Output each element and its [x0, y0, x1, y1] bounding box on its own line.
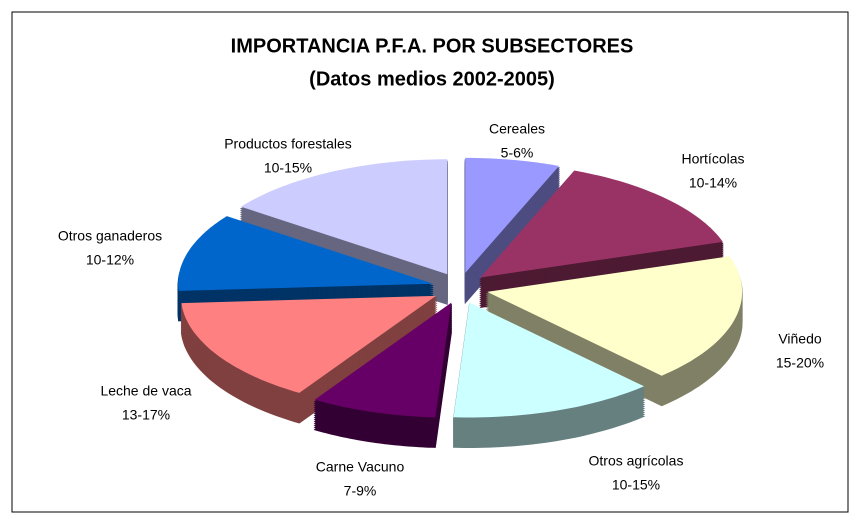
slice-label: Carne Vacuno [316, 459, 405, 475]
slice [314, 302, 452, 418]
slice [487, 256, 743, 376]
slice-value-label: 10-14% [689, 175, 737, 191]
slice-label: Viñedo [778, 331, 822, 347]
slice [181, 295, 436, 393]
slice-value-label: 15-20% [776, 355, 824, 371]
slice-label: Productos forestales [224, 136, 352, 152]
slice-label: Cereales [489, 121, 545, 137]
slice-value-label: 13-17% [122, 407, 170, 423]
slice-label: Otros ganaderos [58, 228, 162, 244]
slice-value-label: 10-15% [612, 477, 660, 493]
slice-label: Otros agrícolas [589, 453, 684, 469]
chart-title: IMPORTANCIA P.F.A. POR SUBSECTORES [231, 35, 634, 57]
slice [178, 216, 434, 291]
slice-label: Hortícolas [681, 151, 744, 167]
slice [465, 157, 560, 273]
slice [453, 302, 644, 418]
slice-value-label: 10-15% [264, 160, 312, 176]
slice-value-label: 5-6% [501, 145, 534, 161]
slice-label: Leche de vaca [100, 383, 191, 399]
slice-value-label: 10-12% [86, 252, 134, 268]
slice-value-label: 7-9% [344, 483, 377, 499]
slice [480, 170, 723, 278]
slice [241, 159, 448, 275]
chart-subtitle: (Datos medios 2002-2005) [309, 68, 555, 90]
